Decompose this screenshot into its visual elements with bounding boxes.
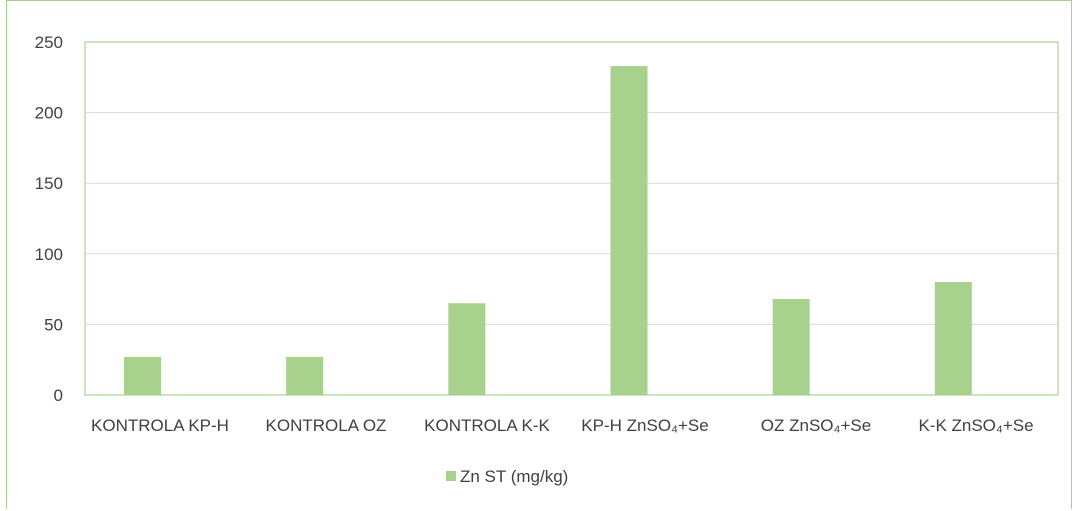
plot-area-border — [84, 41, 1059, 396]
chart-frame — [6, 0, 1072, 509]
x-axis-tick-labels: KONTROLA KP-H KONTROLA OZ KONTROLA K-K KP-H… — [91, 416, 1034, 435]
bar — [286, 356, 324, 395]
y-tick-label: 100 — [35, 245, 63, 264]
y-axis-tick-labels: 0 50 100 150 200 250 — [35, 33, 63, 405]
legend: Zn ST (mg/kg) — [446, 467, 568, 486]
x-tick-label: KONTROLA KP-H — [91, 416, 229, 435]
gridlines — [84, 41, 1059, 396]
y-tick-label: 0 — [54, 386, 63, 405]
x-tick-label: KONTROLA OZ — [266, 416, 387, 435]
x-tick-label: KP-H ZnSO₄+Se — [581, 416, 708, 435]
y-tick-label: 200 — [35, 104, 63, 123]
y-tick-label: 250 — [35, 33, 63, 52]
legend-swatch — [446, 471, 456, 481]
x-tick-label: K-K ZnSO₄+Se — [918, 416, 1033, 435]
bar — [124, 356, 161, 395]
bar — [448, 303, 486, 395]
x-tick-label: OZ ZnSO₄+Se — [761, 416, 871, 435]
bar — [772, 298, 810, 395]
legend-label: Zn ST (mg/kg) — [460, 467, 568, 486]
bars — [124, 66, 972, 395]
y-tick-label: 50 — [44, 315, 63, 334]
x-tick-label: KONTROLA K-K — [424, 416, 550, 435]
bar — [934, 282, 972, 395]
bar — [610, 66, 648, 395]
y-tick-label: 150 — [35, 174, 63, 193]
